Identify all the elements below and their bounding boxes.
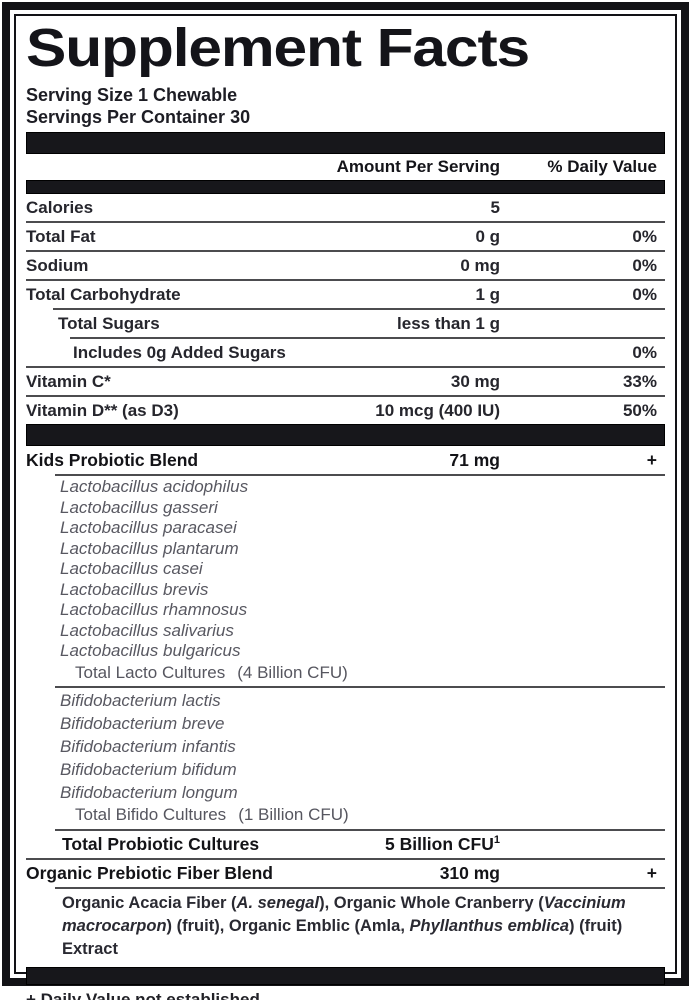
divider bbox=[55, 474, 665, 476]
divider bbox=[55, 886, 665, 889]
section-bar bbox=[26, 966, 665, 985]
nutrient-row-vitamin-d: Vitamin D** (as D3) 10 mcg (400 IU) 50% bbox=[26, 397, 665, 424]
nutrient-dv: 0% bbox=[632, 256, 657, 275]
species-item: Bifidobacterium longum bbox=[60, 782, 238, 802]
species-item: Lactobacillus casei bbox=[60, 559, 203, 578]
lacto-species-group: Lactobacillus acidophilus Lactobacillus … bbox=[26, 476, 665, 686]
nutrient-amount: 0 g bbox=[475, 227, 500, 246]
nutrient-row-total-carbohydrate: Total Carbohydrate 1 g 0% bbox=[26, 281, 665, 308]
amount-column-header: Amount Per Serving bbox=[336, 157, 500, 176]
nutrient-name: Sodium bbox=[26, 256, 89, 275]
nutrient-row-calories: Calories 5 bbox=[26, 194, 665, 221]
lacto-total: Total Lacto Cultures (4 Billion CFU) bbox=[26, 662, 665, 683]
section-bar bbox=[26, 424, 665, 446]
species-item: Lactobacillus bulgaricus bbox=[60, 641, 241, 660]
blend-name: Organic Prebiotic Fiber Blend bbox=[26, 862, 273, 883]
blend-dv: + bbox=[646, 862, 657, 883]
nutrient-name: Vitamin C* bbox=[26, 372, 111, 391]
nutrient-name: Includes 0g Added Sugars bbox=[73, 343, 286, 362]
divider bbox=[26, 395, 665, 397]
nutrient-dv: 0% bbox=[632, 285, 657, 304]
species-item: Lactobacillus acidophilus bbox=[60, 477, 249, 496]
nutrient-dv: 0% bbox=[632, 343, 657, 362]
prebiotic-blend-row: Organic Prebiotic Fiber Blend 310 mg + bbox=[26, 860, 665, 887]
nutrient-dv: 33% bbox=[622, 372, 657, 391]
nutrient-row-total-fat: Total Fat 0 g 0% bbox=[26, 223, 665, 250]
serving-size: Serving Size 1 Chewable bbox=[26, 85, 238, 105]
divider bbox=[55, 828, 665, 831]
species-item: Lactobacillus brevis bbox=[60, 579, 209, 599]
divider bbox=[26, 279, 665, 281]
total-probiotic-cultures-row: Total Probiotic Cultures 5 Billion CFU1 bbox=[26, 831, 665, 858]
nutrient-row-sodium: Sodium 0 mg 0% bbox=[26, 252, 665, 279]
nutrient-row-added-sugars: Includes 0g Added Sugars 0% bbox=[26, 339, 665, 366]
nutrient-row-vitamin-c: Vitamin C* 30 mg 33% bbox=[26, 368, 665, 395]
divider bbox=[26, 366, 665, 368]
nutrient-amount: 1 g bbox=[475, 285, 500, 304]
section-bar bbox=[26, 132, 665, 154]
nutrient-amount: 5 bbox=[490, 198, 500, 217]
lacto-total-label: Total Lacto Cultures bbox=[75, 662, 226, 682]
divider bbox=[70, 337, 665, 339]
divider bbox=[26, 221, 665, 223]
label-title: Supplement Facts bbox=[26, 18, 530, 78]
nutrient-name: Total Carbohydrate bbox=[26, 285, 181, 304]
divider bbox=[55, 685, 665, 688]
nutrient-dv: 50% bbox=[622, 401, 657, 420]
nutrient-name: Total Sugars bbox=[58, 314, 160, 333]
blend-amount: 71 mg bbox=[449, 450, 500, 470]
nutrient-amount: 10 mcg (400 IU) bbox=[375, 401, 500, 420]
species-item: Bifidobacterium lactis bbox=[60, 690, 221, 710]
column-header-row: Amount Per Serving % Daily Value bbox=[26, 154, 665, 180]
label-inner-border: Supplement Facts Serving Size 1 Chewable… bbox=[14, 14, 677, 1000]
species-item: Lactobacillus salivarius bbox=[60, 620, 234, 640]
nutrient-name: Total Fat bbox=[26, 227, 96, 246]
bifido-total-label: Total Bifido Cultures bbox=[75, 804, 227, 824]
species-item: Lactobacillus plantarum bbox=[60, 538, 239, 558]
total-probiotic-amount: 5 Billion CFU1 bbox=[384, 833, 500, 854]
divider bbox=[53, 308, 665, 310]
species-item: Bifidobacterium breve bbox=[60, 713, 225, 733]
divider bbox=[26, 857, 665, 860]
servings-per-container: Servings Per Container 30 bbox=[26, 107, 251, 127]
nutrient-dv: 0% bbox=[632, 227, 657, 246]
blend-amount: 310 mg bbox=[439, 862, 500, 883]
species-item: Bifidobacterium bifidum bbox=[60, 759, 237, 779]
daily-value-footnote: + Daily Value not established. bbox=[26, 989, 265, 1000]
lacto-total-cfu: (4 Billion CFU) bbox=[237, 662, 348, 682]
nutrient-row-total-sugars: Total Sugars less than 1 g bbox=[26, 310, 665, 337]
total-probiotic-label: Total Probiotic Cultures bbox=[62, 833, 260, 854]
nutrient-amount: 0 mg bbox=[460, 256, 500, 275]
species-item: Lactobacillus rhamnosus bbox=[60, 600, 248, 619]
daily-value-column-header: % Daily Value bbox=[547, 157, 657, 176]
footnote-marker: 1 bbox=[493, 833, 500, 846]
species-item: Lactobacillus gasseri bbox=[60, 497, 218, 517]
divider bbox=[26, 250, 665, 252]
nutrient-name: Vitamin D** (as D3) bbox=[26, 401, 179, 420]
section-bar bbox=[26, 180, 665, 194]
species-item: Lactobacillus paracasei bbox=[60, 518, 237, 537]
probiotic-blend-row: Kids Probiotic Blend 71 mg + bbox=[26, 446, 665, 474]
serving-info: Serving Size 1 Chewable Servings Per Con… bbox=[26, 84, 665, 128]
prebiotic-ingredients-description: Organic Acacia Fiber (A. senegal), Organ… bbox=[62, 893, 626, 958]
nutrient-name: Calories bbox=[26, 198, 94, 217]
blend-name: Kids Probiotic Blend bbox=[26, 450, 199, 470]
blend-dv: + bbox=[646, 450, 657, 470]
nutrient-amount: less than 1 g bbox=[397, 314, 500, 333]
nutrient-amount: 30 mg bbox=[450, 372, 500, 391]
bifido-total-cfu: (1 Billion CFU) bbox=[238, 804, 349, 824]
species-item: Bifidobacterium infantis bbox=[60, 736, 236, 756]
bifido-total: Total Bifido Cultures (1 Billion CFU) bbox=[26, 804, 665, 826]
bifido-species-group: Bifidobacterium lactis Bifidobacterium b… bbox=[26, 688, 665, 829]
